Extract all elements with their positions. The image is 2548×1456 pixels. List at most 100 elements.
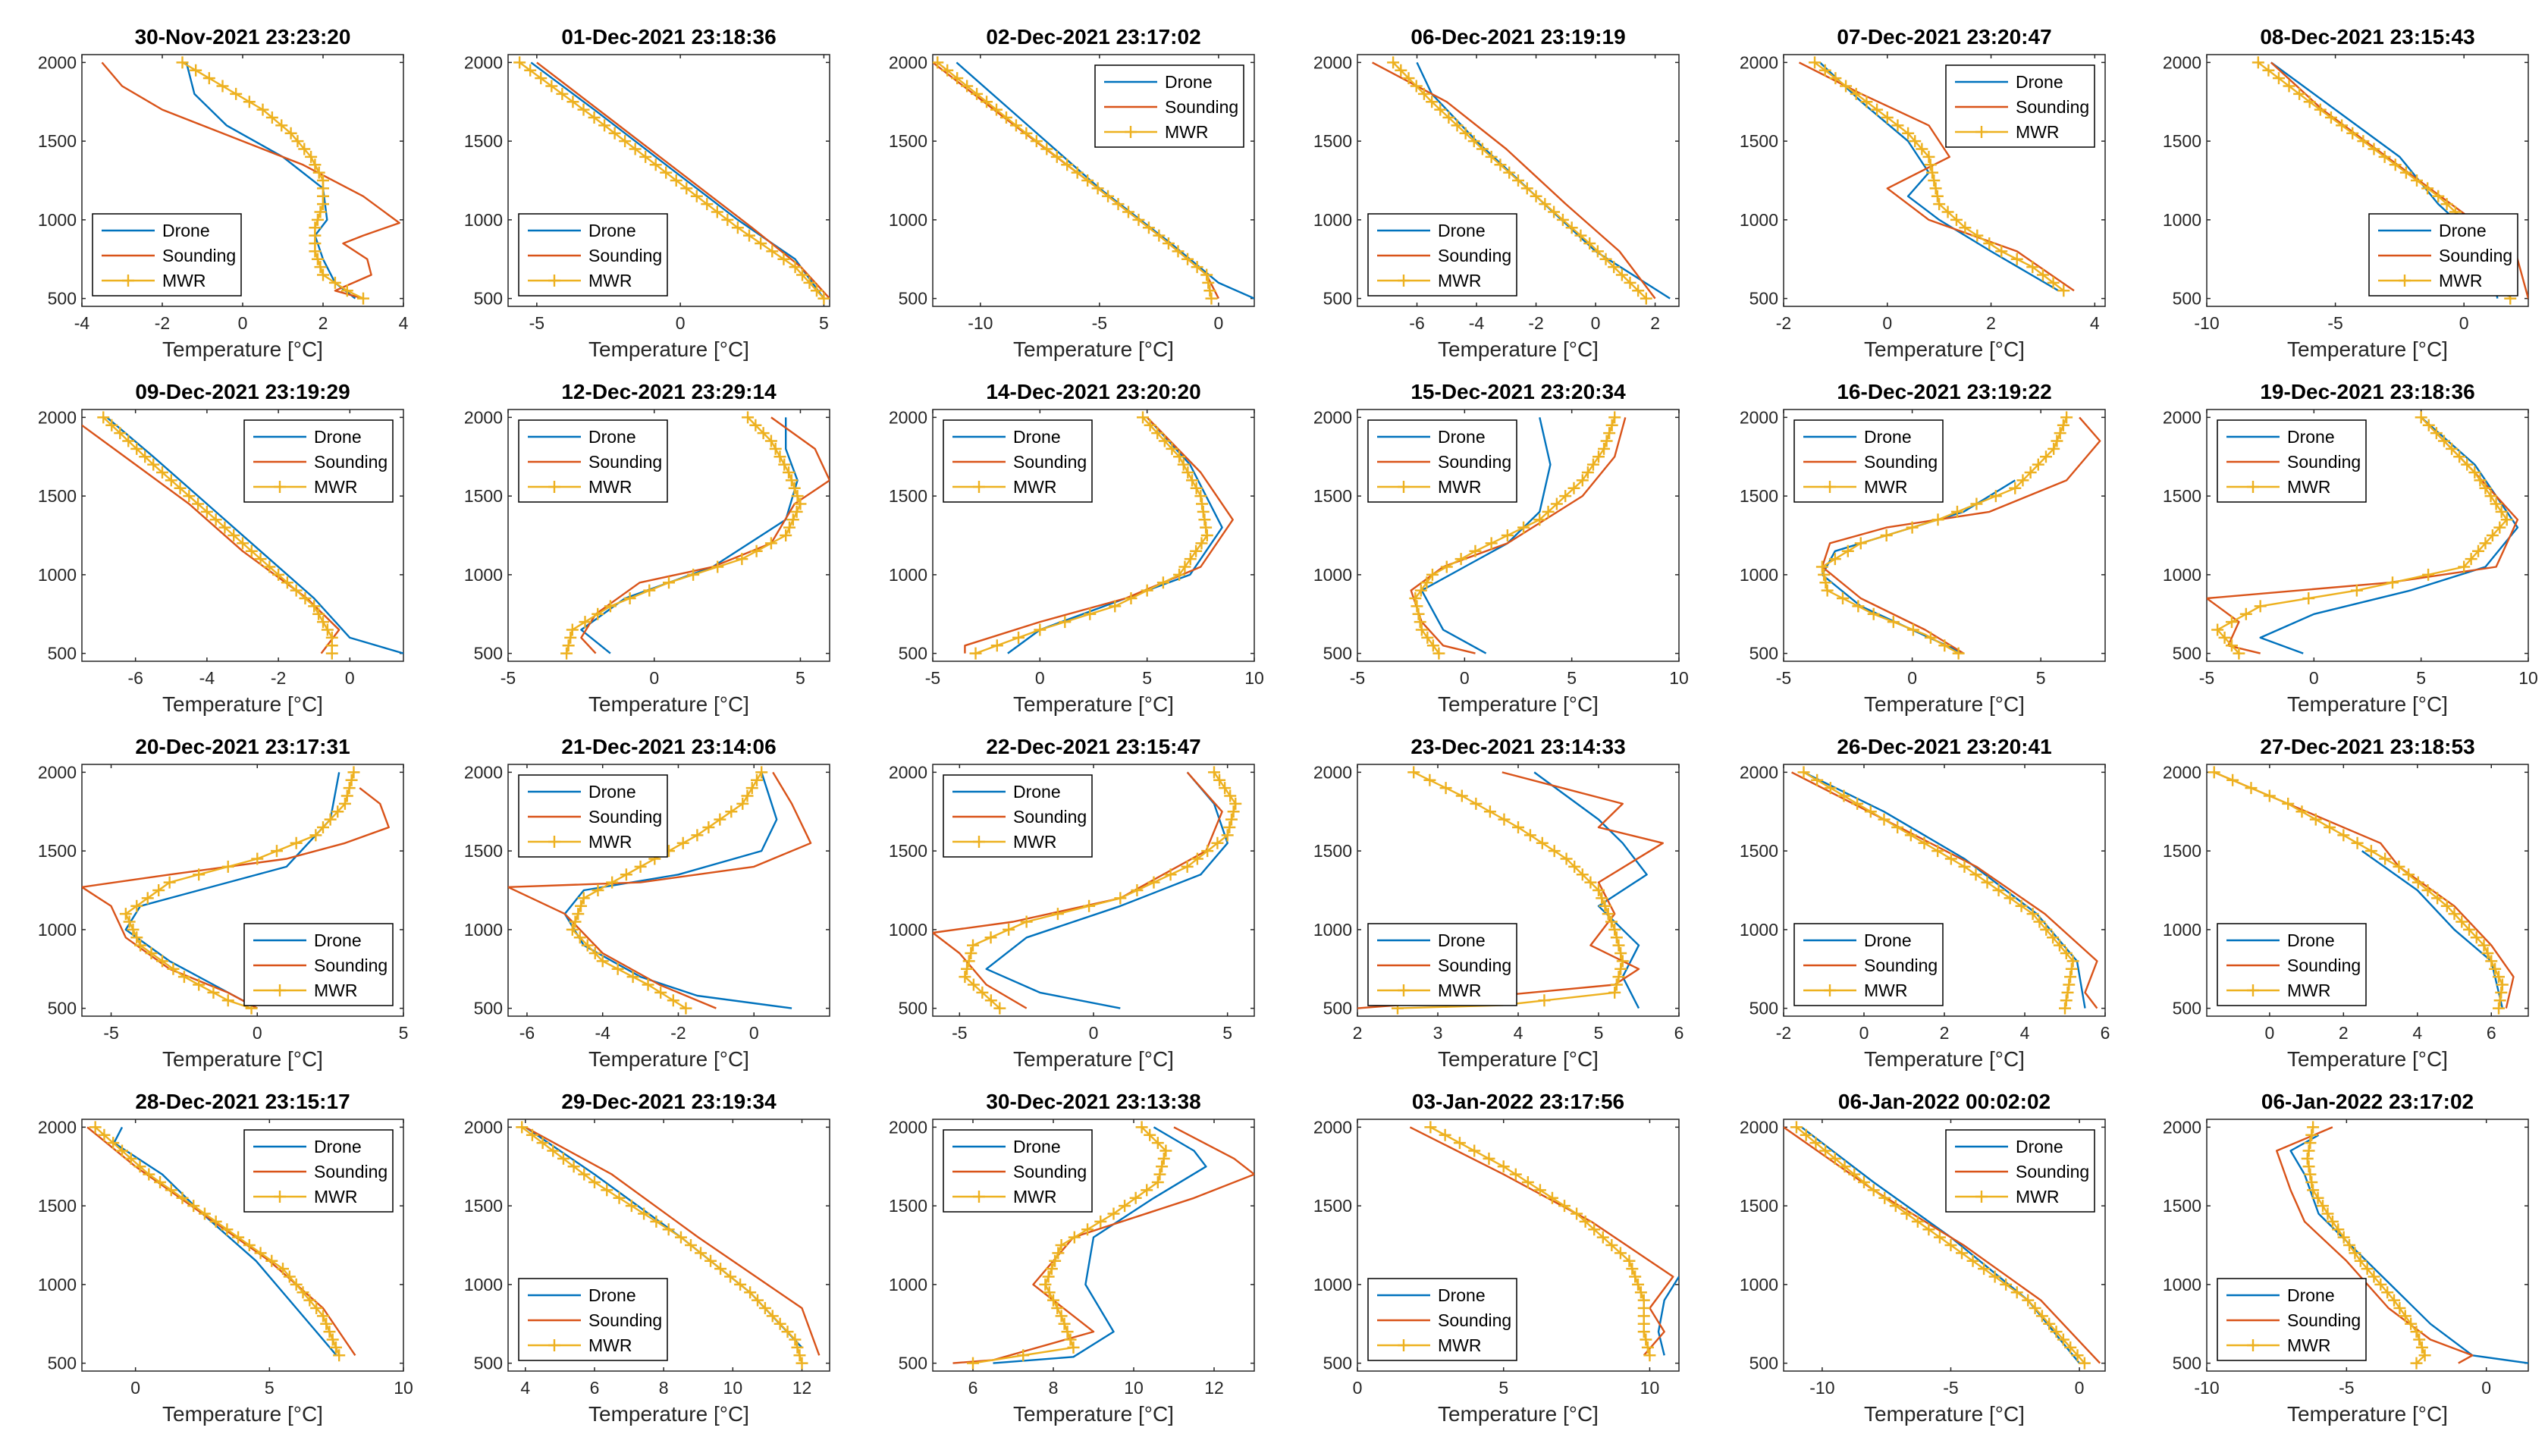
mwr-marker <box>774 450 786 463</box>
mwr-marker <box>2303 96 2316 108</box>
subplot-title: 09-Dec-2021 23:19:29 <box>135 380 350 403</box>
mwr-marker <box>1003 923 1015 936</box>
mwr-marker <box>1891 821 1904 833</box>
mwr-marker <box>684 1239 697 1251</box>
y-tick-label: 1000 <box>889 565 927 585</box>
mwr-marker <box>2500 513 2513 526</box>
mwr-marker <box>1599 253 1612 265</box>
mwr-marker <box>1200 268 1213 281</box>
y-tick-label: 2000 <box>38 762 77 782</box>
mwr-marker <box>183 490 196 503</box>
x-tick-label: 10 <box>1640 1378 1660 1398</box>
mwr-marker <box>1858 1176 1870 1188</box>
subplot: -10 -5 0 500 1000 1500 2000 06-Jan-2022 00:02:0… <box>1740 1090 2106 1426</box>
mwr-marker <box>1626 1263 1639 1276</box>
mwr-marker <box>1614 947 1627 959</box>
mwr-marker <box>2254 600 2267 613</box>
mwr-marker <box>2307 1184 2320 1197</box>
mwr-marker <box>2071 1349 2084 1362</box>
mwr-marker <box>2024 466 2037 479</box>
legend-label: Sounding <box>1013 807 1087 827</box>
plot-area <box>508 766 812 1015</box>
mwr-marker <box>2410 1357 2423 1370</box>
mwr-marker <box>592 884 604 896</box>
mwr-marker <box>769 442 782 455</box>
mwr-marker <box>130 931 143 944</box>
mwr-marker <box>2064 1341 2077 1354</box>
mwr-marker <box>1469 544 1482 557</box>
mwr-marker <box>1200 529 1213 541</box>
mwr-marker <box>1083 899 1096 912</box>
x-axis-label: Temperature [°C] <box>2287 1402 2448 1426</box>
x-tick-label: -5 <box>952 1023 967 1043</box>
axes-box <box>1783 54 2106 307</box>
mwr-marker <box>357 292 369 305</box>
mwr-marker <box>1966 1254 1979 1267</box>
mwr-marker <box>2295 805 2308 818</box>
mwr-marker <box>1790 1121 1803 1134</box>
mwr-marker <box>2422 419 2435 431</box>
mwr-marker <box>143 1168 155 1181</box>
mwr-marker <box>2324 111 2337 124</box>
legend: Drone Sounding MWR <box>2217 923 2367 1006</box>
x-tick-label: -4 <box>595 1023 610 1043</box>
mwr-marker <box>1941 206 1954 218</box>
x-tick-label: -2 <box>1776 1023 1791 1043</box>
legend: Drone Sounding MWR <box>243 1129 394 1213</box>
mwr-marker <box>687 568 700 581</box>
y-tick-label: 1500 <box>1313 1196 1352 1216</box>
mwr-marker <box>127 923 140 936</box>
y-tick-label: 1000 <box>1313 920 1352 940</box>
mwr-marker <box>1034 623 1046 636</box>
mwr-marker <box>1221 829 1234 842</box>
plot-area <box>2275 1121 2528 1370</box>
mwr-marker <box>1584 876 1597 889</box>
mwr-marker <box>2272 72 2285 85</box>
mwr-marker <box>547 1144 560 1157</box>
mwr-marker <box>1162 237 1175 249</box>
mwr-marker <box>2418 1349 2431 1362</box>
legend-label: Sounding <box>588 807 662 827</box>
y-tick-label: 1000 <box>1313 1275 1352 1294</box>
mwr-marker <box>124 1152 137 1165</box>
mwr-marker <box>1922 150 1935 163</box>
legend-label: MWR <box>2016 122 2059 142</box>
mwr-marker <box>2481 947 2494 959</box>
legend-label: Sounding <box>1438 246 1511 265</box>
x-tick-label: -5 <box>103 1023 118 1043</box>
axes-box <box>932 409 1255 662</box>
legend-label: Drone <box>1013 427 1061 447</box>
mwr-marker <box>1850 87 1862 100</box>
x-tick-label: 0 <box>1213 313 1223 333</box>
x-tick-label: -2 <box>155 313 170 333</box>
y-tick-label: 1500 <box>464 131 503 151</box>
mwr-marker <box>721 213 734 226</box>
mwr-marker <box>1828 553 1841 566</box>
mwr-marker <box>736 553 748 566</box>
mwr-marker <box>317 1310 329 1323</box>
mwr-marker <box>1610 931 1623 944</box>
mwr-marker <box>1632 284 1645 297</box>
mwr-marker <box>1521 1176 1534 1188</box>
mwr-marker <box>165 1184 177 1197</box>
mwr-marker <box>347 766 360 779</box>
y-tick-label: 1500 <box>38 1196 77 1216</box>
x-axis-label: Temperature [°C] <box>162 337 323 361</box>
y-tick-label: 1000 <box>464 210 503 230</box>
y-tick-label: 500 <box>1749 1354 1778 1373</box>
mwr-marker <box>1225 813 1238 826</box>
mwr-marker <box>1938 639 1951 652</box>
mwr-marker <box>2412 876 2424 889</box>
mwr-marker <box>1520 182 1533 195</box>
mwr-marker <box>1586 458 1599 471</box>
mwr-marker <box>1197 505 1210 518</box>
mwr-marker <box>1200 521 1213 534</box>
mwr-marker <box>2453 450 2466 463</box>
mwr-marker <box>1548 845 1561 858</box>
legend-marker-mwr <box>973 836 985 848</box>
mwr-marker <box>1153 1168 1166 1181</box>
x-tick-label: -5 <box>2199 668 2214 688</box>
y-tick-label: 2000 <box>464 407 503 427</box>
mwr-marker <box>1838 1160 1851 1173</box>
mwr-marker <box>755 237 767 249</box>
